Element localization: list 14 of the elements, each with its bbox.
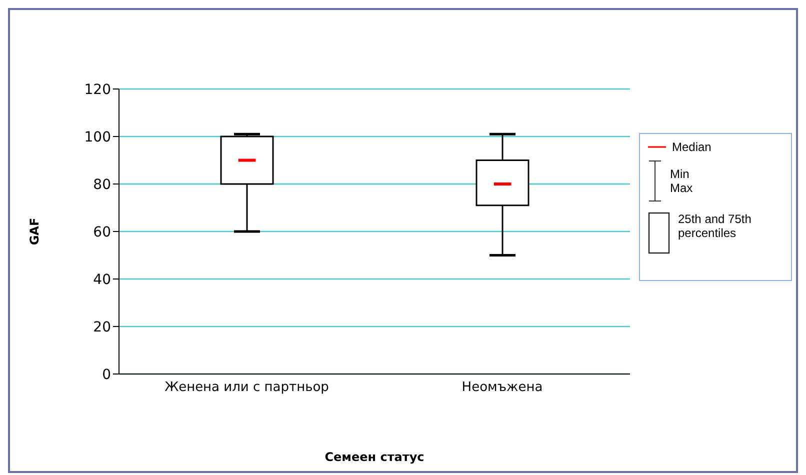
- x-tick-label: Женена или с партньор: [164, 380, 329, 396]
- x-axis-title: Семеен статус: [324, 450, 424, 464]
- y-tick-label: 80: [93, 176, 111, 193]
- y-tick-label: 40: [93, 272, 111, 288]
- y-tick-label: 100: [84, 129, 111, 146]
- y-tick-label: 60: [93, 224, 111, 240]
- text: 25th and 75th percentiles: [678, 212, 752, 240]
- text: Median: [672, 140, 712, 154]
- x-tick-label: Неомъжена: [462, 380, 543, 396]
- text: Min Max: [670, 167, 694, 195]
- y-tick-label: 20: [93, 319, 111, 336]
- y-axis-title: GAF: [27, 218, 42, 246]
- y-tick-label: 0: [102, 366, 111, 383]
- y-tick-label: 120: [84, 82, 111, 98]
